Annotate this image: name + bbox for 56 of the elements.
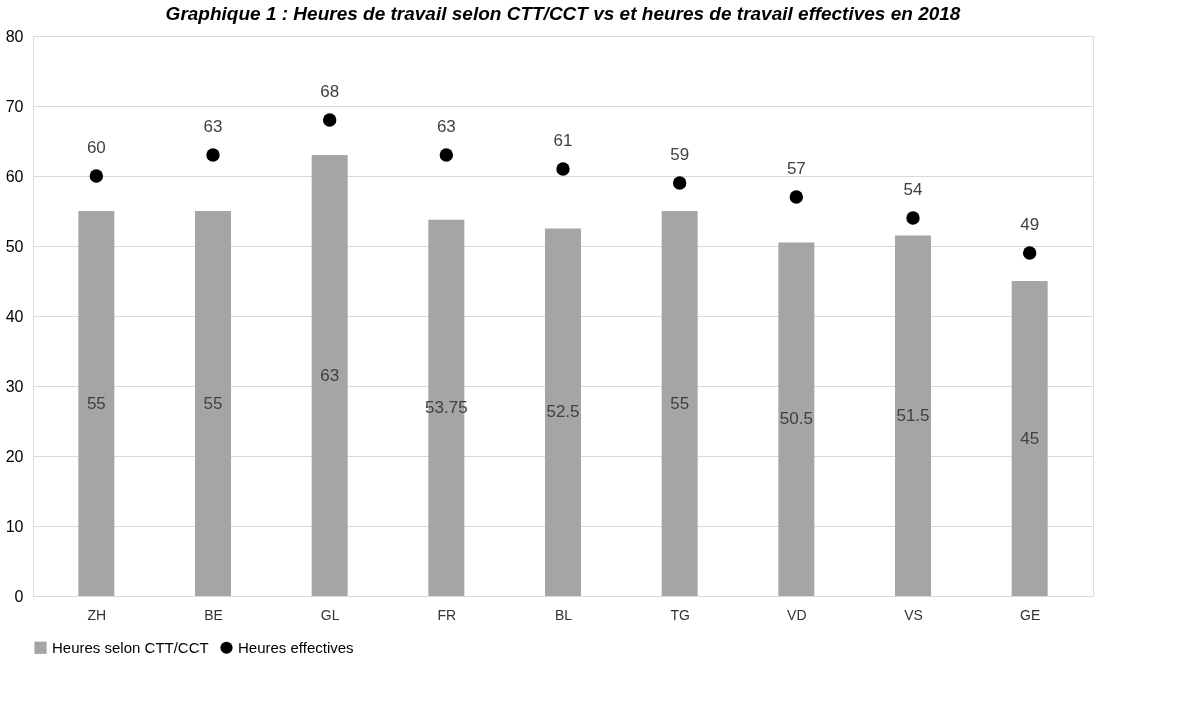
y-tick-label: 60 xyxy=(5,167,24,185)
y-tick-label: 80 xyxy=(5,27,24,45)
data-label: 61 xyxy=(553,131,573,150)
data-label: 59 xyxy=(670,145,690,164)
point xyxy=(206,148,220,162)
data-label: 63 xyxy=(320,365,340,385)
legend-label: Heures effectives xyxy=(238,638,354,656)
y-tick-label: 20 xyxy=(5,447,24,465)
x-tick-label: ZH xyxy=(87,606,107,623)
bar xyxy=(195,211,231,596)
x-tick-label: GE xyxy=(1020,606,1041,623)
point xyxy=(439,148,454,162)
data-label: 55 xyxy=(86,393,106,413)
chart-title: Graphique 1 : Heures de travail selon CTT/CCT vs et heures de travail effectives en 2018 xyxy=(165,3,961,24)
y-tick-label: 30 xyxy=(5,377,24,395)
bar xyxy=(78,211,115,596)
data-label: 63 xyxy=(203,117,223,136)
data-label: 52.5 xyxy=(546,402,580,422)
data-label: 51.5 xyxy=(896,405,930,425)
bar xyxy=(428,219,465,596)
bar xyxy=(545,228,581,596)
x-tick-label: FR xyxy=(437,606,457,623)
data-label: 55 xyxy=(203,393,223,413)
data-label: 50.5 xyxy=(779,409,813,429)
data-label: 68 xyxy=(320,82,340,101)
y-tick-label: 40 xyxy=(5,307,24,325)
y-tick-label: 10 xyxy=(5,517,24,535)
x-tick-label: VD xyxy=(787,606,807,623)
data-label: 57 xyxy=(786,159,806,178)
point xyxy=(89,169,104,183)
x-tick-label: BE xyxy=(204,606,223,623)
x-tick-label: BL xyxy=(554,606,573,623)
bar xyxy=(1011,281,1048,596)
point xyxy=(322,113,337,127)
bar xyxy=(311,155,348,596)
data-label: 55 xyxy=(670,393,690,413)
point xyxy=(672,176,687,190)
data-label: 63 xyxy=(436,117,456,136)
data-label: 54 xyxy=(903,180,923,199)
data-label: 60 xyxy=(86,138,106,157)
point xyxy=(906,211,920,225)
data-label: 49 xyxy=(1020,215,1040,234)
y-tick-label: 50 xyxy=(5,237,24,255)
bar xyxy=(895,235,931,596)
bar xyxy=(661,211,698,596)
point xyxy=(556,162,570,176)
point xyxy=(789,190,804,204)
point xyxy=(1022,246,1037,260)
legend-label: Heures selon CTT/CCT xyxy=(52,638,209,656)
x-tick-label: TG xyxy=(670,606,690,623)
x-tick-label: VS xyxy=(904,606,923,623)
x-tick-label: GL xyxy=(320,606,340,623)
bar xyxy=(778,242,815,596)
y-tick-label: 70 xyxy=(5,97,24,115)
y-tick-label: 0 xyxy=(14,587,24,605)
data-label: 45 xyxy=(1020,428,1040,448)
